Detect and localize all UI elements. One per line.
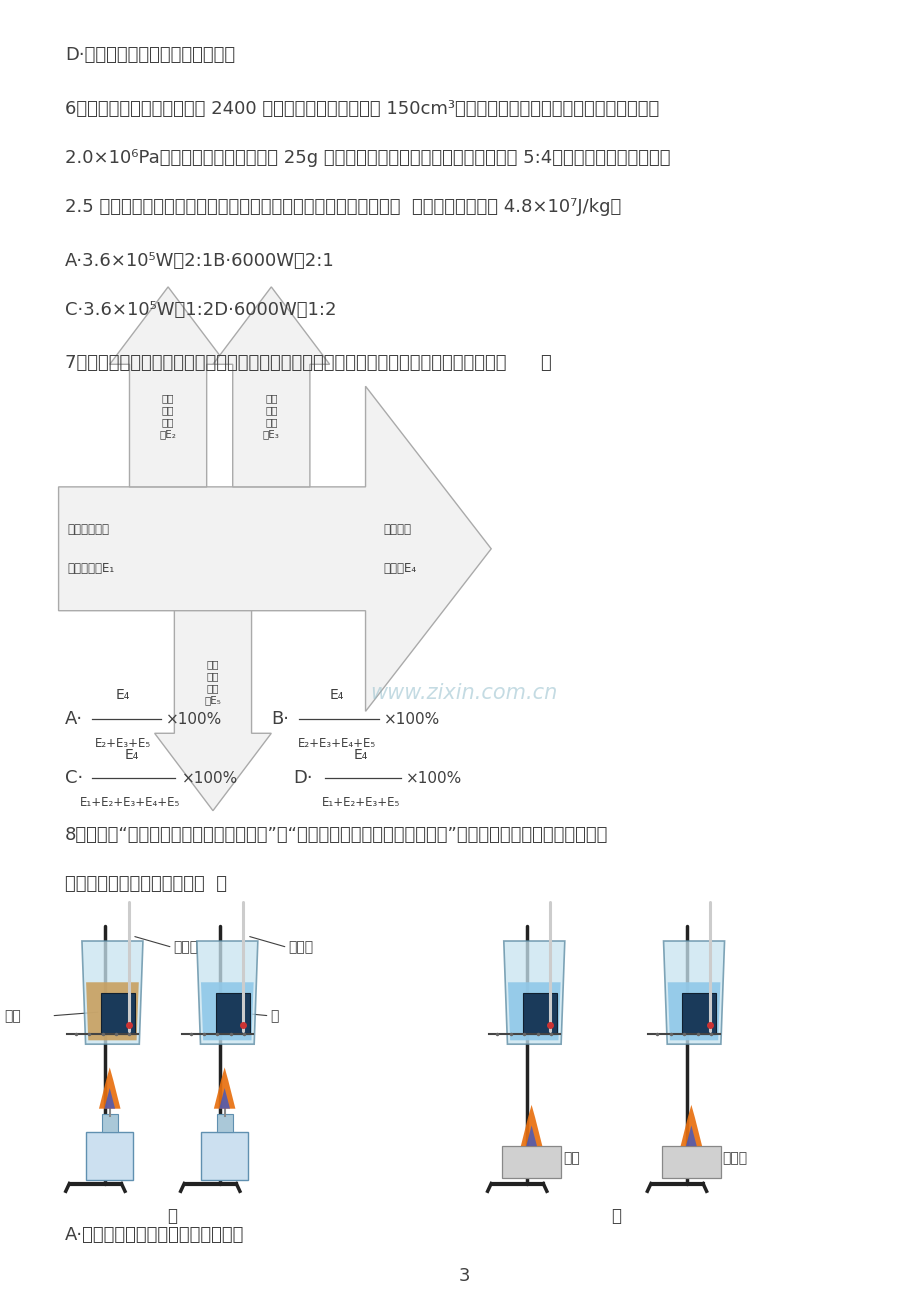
Polygon shape: [197, 941, 257, 1045]
Text: E₄: E₄: [116, 689, 130, 703]
Text: 2.5 倍，则汽油机甲的功率和甲、乙汽油机相同时间的油耗之比为（  ）（汽油的热値为 4.8×10⁷J/kg）: 2.5 倍，则汽油机甲的功率和甲、乙汽油机相同时间的油耗之比为（ ）（汽油的热値…: [65, 198, 620, 216]
Polygon shape: [104, 1088, 115, 1108]
Text: A·3.6×10⁵W；2:1B·6000W；2:1: A·3.6×10⁵W；2:1B·6000W；2:1: [65, 252, 335, 270]
Text: C·: C·: [65, 769, 83, 788]
Bar: [101, 992, 135, 1034]
Text: 2.0×10⁶Pa，且甲汽油机一分钟消耗 25g 汽油。汽油机甲与汽油机乙的效率比値为 5:4，汽油机甲的功率是乙的: 2.0×10⁶Pa，且甲汽油机一分钟消耗 25g 汽油。汽油机甲与汽油机乙的效率…: [65, 149, 670, 167]
Text: D·做功冲程，将机械能转化为内能: D·做功冲程，将机械能转化为内能: [65, 46, 234, 64]
Text: www.zixin.com.cn: www.zixin.com.cn: [370, 683, 557, 703]
Polygon shape: [504, 941, 564, 1045]
Text: 玻璃棒: 玻璃棒: [174, 940, 199, 955]
Polygon shape: [200, 982, 254, 1041]
Text: 6、汽油机甲，飞轮每分钟转 2400 转，汽油机的汽缸容积为 150cm³，满负荷工作时做功冲程燃气的平均压强为: 6、汽油机甲，飞轮每分钟转 2400 转，汽油机的汽缸容积为 150cm³，满负…: [65, 100, 658, 117]
Text: 3: 3: [458, 1267, 470, 1286]
Text: E₁+E₂+E₃+E₅: E₁+E₂+E₃+E₅: [322, 797, 400, 810]
Text: 废气
带走
的能
量E₂: 废气 带走 的能 量E₂: [160, 393, 176, 439]
Bar: [215, 992, 249, 1034]
Bar: [522, 992, 556, 1034]
Polygon shape: [59, 386, 491, 712]
Text: ×100%: ×100%: [181, 771, 237, 786]
Text: E₄: E₄: [329, 689, 344, 703]
Text: 的能量E₄: 的能量E₄: [383, 562, 416, 575]
Polygon shape: [82, 941, 142, 1045]
Text: ×100%: ×100%: [383, 712, 439, 726]
Polygon shape: [154, 610, 271, 811]
Text: D·: D·: [293, 769, 313, 788]
Text: A·每组实验中，燃料的质量均应相等: A·每组实验中，燃料的质量均应相等: [65, 1226, 244, 1244]
Text: B·: B·: [271, 711, 289, 728]
Polygon shape: [109, 287, 226, 486]
Polygon shape: [686, 1125, 696, 1146]
Text: A·: A·: [65, 711, 83, 728]
Text: ×100%: ×100%: [166, 712, 222, 726]
Text: 燃料完全燃烧: 燃料完全燃烧: [67, 523, 109, 536]
Text: 放出的能量E₁: 放出的能量E₁: [67, 562, 115, 575]
Text: 8、如图是“探究不同物质吸热升温的现象”和“比较不同燃料燃烧时放出的热量”的甲、乙两组实验装置，下列关: 8、如图是“探究不同物质吸热升温的现象”和“比较不同燃料燃烧时放出的热量”的甲、…: [65, 827, 607, 844]
Polygon shape: [219, 1088, 230, 1108]
Text: E₂+E₃+E₄+E₅: E₂+E₃+E₄+E₅: [298, 737, 376, 750]
Polygon shape: [86, 1132, 133, 1180]
Polygon shape: [526, 1125, 537, 1146]
Text: 酒精: 酒精: [562, 1150, 579, 1164]
Polygon shape: [680, 1104, 701, 1146]
Text: E₄: E₄: [125, 747, 139, 762]
Bar: [682, 992, 716, 1034]
Text: 玻璃棒: 玻璃棒: [288, 940, 313, 955]
Text: E₁+E₂+E₃+E₄+E₅: E₁+E₂+E₃+E₄+E₅: [80, 797, 180, 810]
Polygon shape: [201, 1132, 248, 1180]
Bar: [502, 1146, 561, 1179]
Text: 7、热机的效率是热机性能的重要指标，如图所示是热机的能量流向图，则热机的效率等于（      ）: 7、热机的效率是热机性能的重要指标，如图所示是热机的能量流向图，则热机的效率等于…: [65, 353, 551, 372]
Polygon shape: [99, 1068, 120, 1108]
Bar: [662, 1146, 720, 1179]
Text: C·3.6×10⁵W；1:2D·6000W；1:2: C·3.6×10⁵W；1:2D·6000W；1:2: [65, 301, 336, 319]
Text: 甲: 甲: [166, 1206, 176, 1224]
Text: 水: 水: [270, 1009, 278, 1022]
Polygon shape: [212, 287, 329, 486]
Bar: [216, 1114, 233, 1132]
Polygon shape: [507, 982, 560, 1041]
Text: 碎纸片: 碎纸片: [722, 1150, 747, 1164]
Text: 沙子: 沙子: [5, 1009, 21, 1022]
Text: 机械
损失
的能
量E₃: 机械 损失 的能 量E₃: [263, 393, 279, 439]
Text: ×100%: ×100%: [405, 771, 461, 786]
Text: E₄: E₄: [354, 747, 368, 762]
Polygon shape: [86, 982, 139, 1041]
Polygon shape: [213, 1068, 235, 1108]
Text: 于两组实验的说法正确的是（  ）: 于两组实验的说法正确的是（ ）: [65, 875, 227, 893]
Polygon shape: [520, 1104, 542, 1146]
Bar: [102, 1114, 118, 1132]
Text: E₂+E₃+E₅: E₂+E₃+E₅: [95, 737, 151, 750]
Text: 做有用功: 做有用功: [383, 523, 411, 536]
Text: 散热
损失
的能
量E₅: 散热 损失 的能 量E₅: [204, 659, 221, 704]
Polygon shape: [663, 941, 724, 1045]
Text: 乙: 乙: [610, 1206, 620, 1224]
Polygon shape: [667, 982, 720, 1041]
